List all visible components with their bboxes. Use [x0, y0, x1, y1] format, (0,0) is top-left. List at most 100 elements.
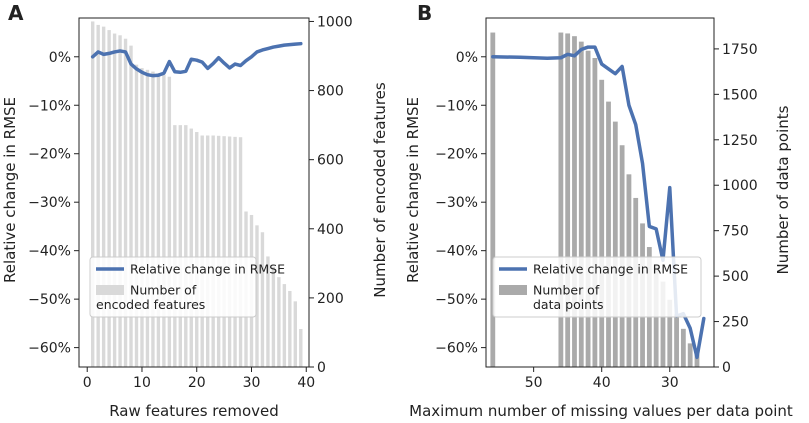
- bar: [167, 76, 172, 368]
- bar: [565, 33, 571, 367]
- y-right-tick-label: 400: [317, 222, 344, 238]
- y-left-tick-label: −50%: [435, 292, 478, 308]
- panel-a-y-left-axis-label: Relative change in RMSE: [1, 97, 19, 283]
- rmse-line: [90, 41, 303, 78]
- x-tick-label: 30: [661, 375, 679, 391]
- bar: [205, 135, 210, 367]
- panel-a-x-axis-label: Raw features removed: [109, 402, 279, 420]
- bar: [112, 33, 117, 368]
- panel-a-y-right-ticks: 0 200 400 600 800 1000: [309, 14, 353, 376]
- panel-b-y-right-ticks: 0 250 500 750 1000 1250 1500 1750: [714, 42, 758, 376]
- panel-b-legend: Relative change in RMSE Number of data p…: [492, 256, 702, 318]
- y-left-tick-label: −30%: [28, 195, 71, 211]
- y-right-tick-label: 600: [317, 153, 344, 169]
- panel-b-legend-bar-label-2: data points: [533, 297, 604, 312]
- y-right-tick-label: 1000: [722, 178, 758, 194]
- bar: [572, 36, 577, 368]
- bar: [107, 30, 111, 368]
- bar: [101, 26, 106, 367]
- bar: [578, 41, 584, 367]
- panel-a: A 0 10 20 30 40 0% −10% −20% −30% −40% −50% −60% 0…: [1, 1, 389, 420]
- x-tick-label: 30: [243, 375, 261, 391]
- panel-b-y-right-axis-label: Number of data points: [774, 105, 792, 274]
- bar: [694, 354, 700, 367]
- bar: [619, 145, 625, 367]
- panel-a-plot-frame: [78, 17, 310, 368]
- bar: [156, 73, 161, 367]
- y-right-tick-label: 800: [317, 84, 344, 100]
- bar: [123, 38, 128, 367]
- y-right-tick-label: 0: [317, 360, 326, 376]
- bar: [200, 135, 204, 367]
- y-left-tick-label: −40%: [435, 244, 478, 260]
- y-left-tick-label: −10%: [435, 98, 478, 114]
- bar: [134, 64, 139, 368]
- x-tick-label: 0: [83, 375, 92, 391]
- bar: [266, 256, 270, 367]
- bar: [288, 290, 292, 367]
- bar: [282, 284, 287, 367]
- y-left-tick-label: −50%: [28, 292, 71, 308]
- y-right-tick-label: 750: [722, 224, 749, 240]
- panel-b-legend-box: [492, 256, 702, 318]
- y-left-tick-label: 0%: [49, 50, 71, 66]
- bar: [90, 21, 95, 368]
- bar: [558, 32, 564, 367]
- y-right-tick-label: 1250: [722, 133, 758, 149]
- bar: [211, 135, 215, 367]
- bar: [118, 35, 122, 367]
- bar: [680, 328, 686, 367]
- bar: [184, 125, 188, 368]
- bar: [173, 125, 177, 368]
- y-right-tick-label: 500: [722, 269, 749, 285]
- bar: [227, 136, 232, 367]
- panel-b-y-left-axis-label: Relative change in RMSE: [404, 97, 422, 283]
- y-right-tick-label: 200: [317, 291, 344, 307]
- panel-b-y-left-ticks: 0% −10% −20% −30% −40% −50% −60%: [435, 50, 486, 357]
- panel-a-legend-bar-label-2: encoded features: [96, 297, 205, 312]
- bar: [222, 136, 226, 367]
- bar: [178, 125, 183, 368]
- x-tick-label: 10: [133, 375, 151, 391]
- bar: [145, 69, 150, 367]
- bar: [687, 343, 693, 367]
- panel-a-line: [90, 41, 303, 78]
- bar: [293, 301, 298, 367]
- panel-b-letter: B: [417, 1, 432, 25]
- panel-b-plot-frame: [485, 17, 715, 368]
- bar: [162, 75, 166, 367]
- y-right-tick-label: 1750: [722, 42, 758, 58]
- x-tick-label: 40: [297, 375, 315, 391]
- x-tick-label: 50: [525, 375, 543, 391]
- panel-a-legend-line-label: Relative change in RMSE: [130, 262, 285, 277]
- bar: [233, 136, 237, 367]
- y-left-tick-label: −60%: [28, 341, 71, 357]
- bar: [599, 79, 605, 368]
- bar: [151, 71, 155, 367]
- panel-a-legend-box: [89, 256, 257, 318]
- bar: [189, 128, 193, 367]
- bar: [238, 137, 243, 367]
- y-left-tick-label: −40%: [28, 244, 71, 260]
- bar: [255, 225, 259, 367]
- bar: [96, 24, 100, 367]
- panel-b-legend-bar-label-1: Number of: [533, 283, 600, 298]
- y-left-tick-label: −60%: [435, 341, 478, 357]
- panel-b-legend-bar-swatch: [499, 285, 527, 295]
- panel-a-y-right-axis-label: Number of encoded features: [371, 82, 389, 298]
- bar: [277, 277, 281, 367]
- x-tick-label: 20: [188, 375, 206, 391]
- x-tick-label: 40: [593, 375, 611, 391]
- y-right-tick-label: 1500: [722, 87, 758, 103]
- bar: [299, 328, 303, 367]
- y-left-tick-label: −20%: [28, 147, 71, 163]
- panel-b-x-axis-label: Maximum number of missing values per dat…: [409, 402, 793, 420]
- panel-a-x-ticks: 0 10 20 30 40: [83, 367, 315, 391]
- bar: [271, 266, 276, 367]
- panel-a-legend-bar-label-1: Number of: [130, 283, 197, 298]
- bar: [660, 281, 666, 367]
- panel-a-legend-bar-swatch: [96, 285, 124, 295]
- bar: [606, 101, 611, 368]
- y-right-tick-label: 250: [722, 315, 749, 331]
